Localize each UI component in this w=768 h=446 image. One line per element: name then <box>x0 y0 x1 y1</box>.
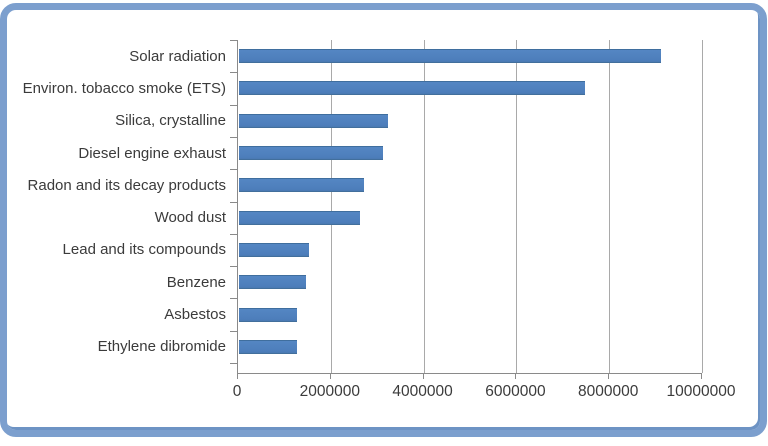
x-axis-tick <box>237 374 238 379</box>
x-tick-label: 10000000 <box>666 383 736 400</box>
category-axis-labels: Solar radiation Environ. tobacco smoke (E… <box>0 40 226 373</box>
y-axis-tick <box>230 169 237 171</box>
category-label: Ethylene dibromide <box>97 338 226 356</box>
bar <box>239 339 297 354</box>
category-label: Solar radiation <box>129 47 226 65</box>
bar <box>239 210 360 225</box>
x-axis-tick <box>329 374 331 379</box>
bar <box>239 146 383 160</box>
category-label: Asbestos <box>164 306 226 324</box>
gridline <box>609 40 611 373</box>
y-axis-tick <box>230 201 237 203</box>
bar <box>239 242 309 257</box>
y-axis-tick <box>230 266 237 268</box>
y-axis-tick <box>230 72 237 74</box>
rounded-frame <box>0 3 767 437</box>
y-axis-tick <box>230 104 237 106</box>
x-tick-label: 0 <box>232 383 242 400</box>
x-tick-label: 6000000 <box>485 383 546 400</box>
y-axis-tick <box>230 40 237 41</box>
bar <box>239 113 388 128</box>
bar <box>239 178 365 193</box>
gridline <box>702 40 703 373</box>
x-axis-tick <box>422 374 424 379</box>
y-axis-tick <box>230 298 237 300</box>
x-axis-tick <box>608 374 610 379</box>
category-label: Wood dust <box>154 209 226 227</box>
category-label: Benzene <box>166 273 226 291</box>
bar <box>239 81 585 96</box>
category-label: Silica, crystalline <box>115 112 226 130</box>
gridline <box>516 40 518 373</box>
category-label: Radon and its decay products <box>27 176 226 194</box>
category-label: Diesel engine exhaust <box>78 144 226 162</box>
x-tick-label: 2000000 <box>299 383 360 400</box>
y-axis-tick <box>230 136 237 138</box>
y-axis-tick <box>230 363 237 364</box>
gridline <box>423 40 425 373</box>
x-axis-tick <box>701 374 702 379</box>
x-tick-label: 4000000 <box>392 383 453 400</box>
category-label: Lead and its compounds <box>62 241 226 259</box>
x-tick-label: 8000000 <box>578 383 639 400</box>
bar <box>239 307 297 322</box>
plot-area <box>237 40 703 374</box>
gridline <box>330 40 332 373</box>
y-axis-tick <box>230 330 237 332</box>
category-label: Environ. tobacco smoke (ETS) <box>22 79 226 97</box>
bar <box>239 275 307 290</box>
bar <box>239 49 662 64</box>
y-axis-tick <box>230 233 237 235</box>
x-axis-tick <box>515 374 517 379</box>
